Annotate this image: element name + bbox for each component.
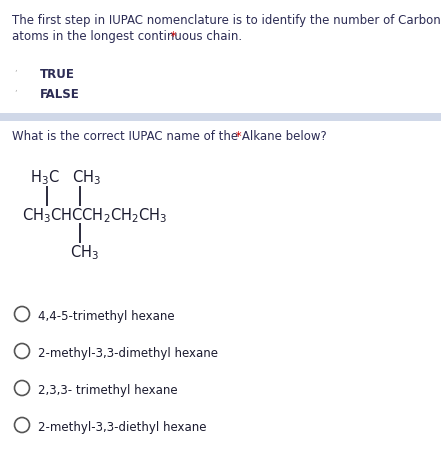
Text: 2,3,3- trimethyl hexane: 2,3,3- trimethyl hexane — [37, 384, 177, 397]
Text: ʼ: ʼ — [14, 88, 16, 98]
Text: *: * — [232, 130, 242, 143]
Text: CH$_3$: CH$_3$ — [70, 243, 99, 262]
Text: TRUE: TRUE — [40, 68, 75, 81]
Text: What is the correct IUPAC name of the Alkane below?: What is the correct IUPAC name of the Al… — [12, 130, 327, 143]
Text: CH$_3$CHCCH$_2$CH$_2$CH$_3$: CH$_3$CHCCH$_2$CH$_2$CH$_3$ — [22, 206, 168, 225]
Text: H$_3$C: H$_3$C — [30, 168, 60, 187]
Text: ʼ: ʼ — [14, 68, 16, 78]
Text: 2-methyl-3,3-diethyl hexane: 2-methyl-3,3-diethyl hexane — [37, 421, 206, 434]
Text: atoms in the longest continuous chain.: atoms in the longest continuous chain. — [12, 30, 242, 43]
Text: FALSE: FALSE — [40, 88, 80, 101]
Text: 2-methyl-3,3-dimethyl hexane: 2-methyl-3,3-dimethyl hexane — [37, 347, 217, 360]
Bar — [0, 113, 441, 121]
Text: *: * — [167, 30, 177, 43]
Text: The first step in IUPAC nomenclature is to identify the number of Carbon: The first step in IUPAC nomenclature is … — [12, 14, 441, 27]
Text: CH$_3$: CH$_3$ — [72, 168, 101, 187]
Text: 4,4-5-trimethyl hexane: 4,4-5-trimethyl hexane — [37, 310, 174, 323]
